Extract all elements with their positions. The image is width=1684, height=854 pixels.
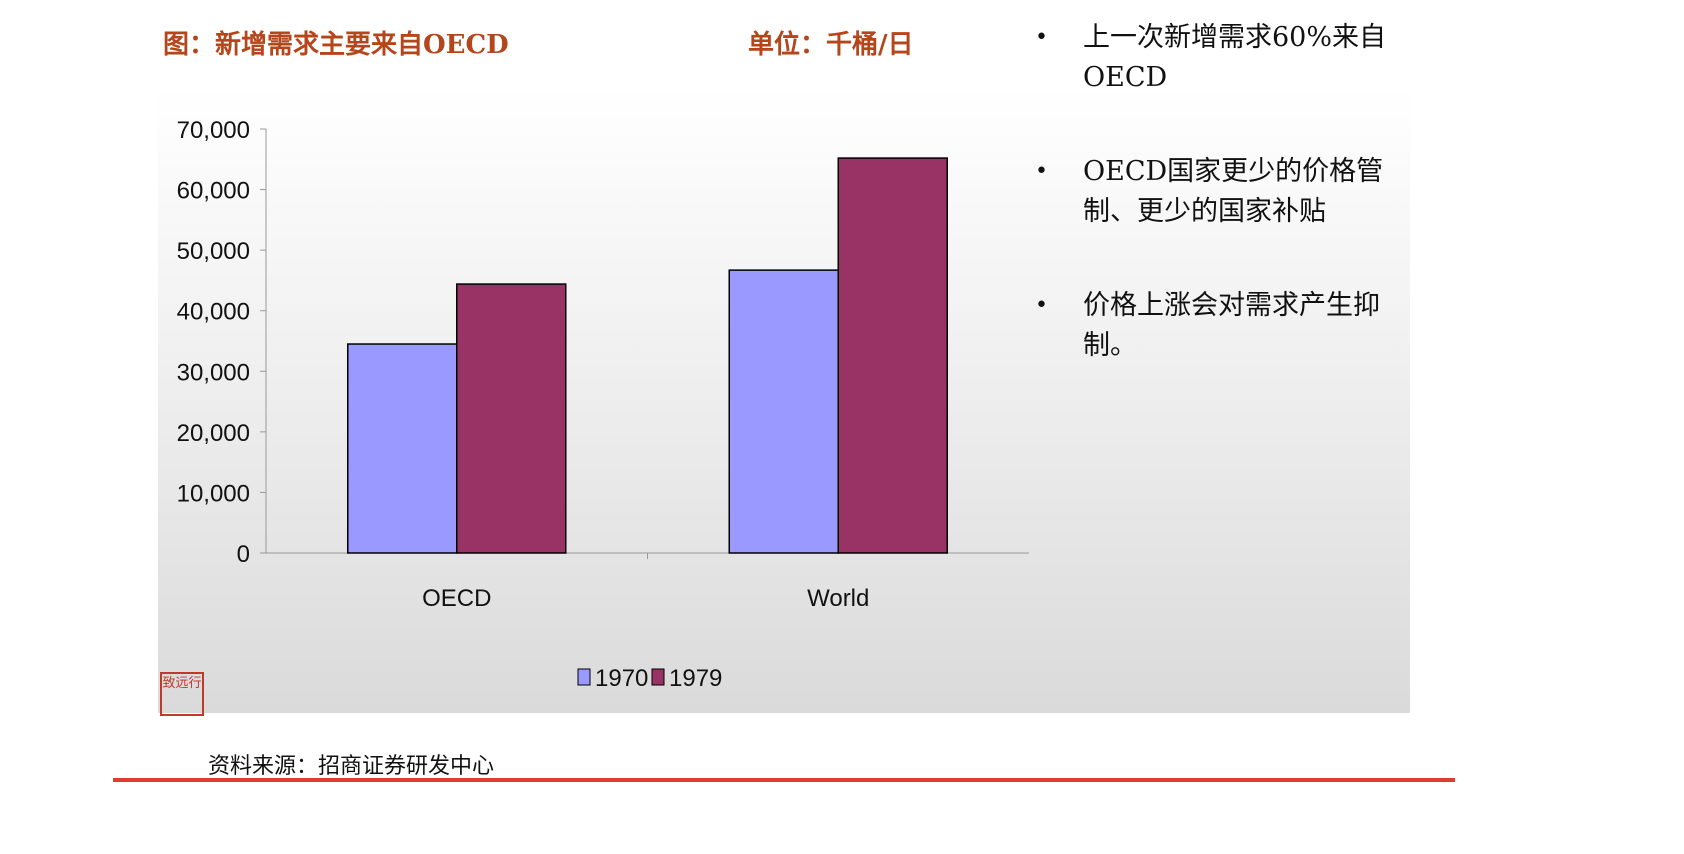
bar-OECD-1970	[347, 343, 458, 554]
bullet-text: 上一次新增需求60%来自OECD	[1083, 22, 1387, 93]
bullet-list: • 上一次新增需求60%来自OECD • OECD国家更少的价格管制、更少的国家补贴…	[1035, 18, 1415, 384]
bullet-text: 价格上涨会对需求产生抑制。	[1083, 290, 1380, 361]
bar-World-1970	[728, 269, 839, 554]
chart-title: 图：新增需求主要来自OECD	[163, 30, 509, 60]
y-tick-label: 70,000	[177, 117, 250, 144]
unit-label: 单位：千桶/日	[748, 30, 914, 60]
legend-swatch-1979	[651, 668, 665, 686]
x-tick-label: OECD	[422, 585, 491, 612]
legend-label: 1979	[669, 665, 722, 692]
y-tick-label: 60,000	[177, 178, 250, 205]
bar-chart: 0 10,000 20,000 30,000 40,000 50,000 60,000 70,…	[177, 117, 1029, 692]
legend-label: 1970	[595, 665, 648, 692]
y-tick-label: 40,000	[177, 299, 250, 326]
bullet-item: • 上一次新增需求60%来自OECD	[1035, 18, 1415, 98]
bullet-text: OECD国家更少的价格管制、更少的国家补贴	[1083, 156, 1384, 227]
y-tick-label: 30,000	[177, 359, 250, 386]
bullet-item: • 价格上涨会对需求产生抑制。	[1035, 286, 1415, 366]
bullet-item: • OECD国家更少的价格管制、更少的国家补贴	[1035, 152, 1415, 232]
bullet-dot-icon: •	[1035, 293, 1048, 318]
y-tick-label: 10,000	[177, 480, 250, 507]
footer-divider	[113, 778, 1455, 782]
legend-swatch-1970	[577, 668, 591, 686]
y-tick-label: 50,000	[177, 238, 250, 265]
source-note: 资料来源：招商证券研发中心	[208, 754, 495, 779]
x-tick-label: World	[807, 585, 869, 612]
bullet-dot-icon: •	[1035, 25, 1048, 50]
bar-OECD-1979	[456, 283, 567, 554]
bullet-dot-icon: •	[1035, 159, 1048, 184]
seal-logo: 致远行	[160, 672, 204, 716]
bar-World-1979	[837, 157, 948, 554]
y-tick-label: 0	[237, 541, 250, 568]
y-tick-label: 20,000	[177, 420, 250, 447]
